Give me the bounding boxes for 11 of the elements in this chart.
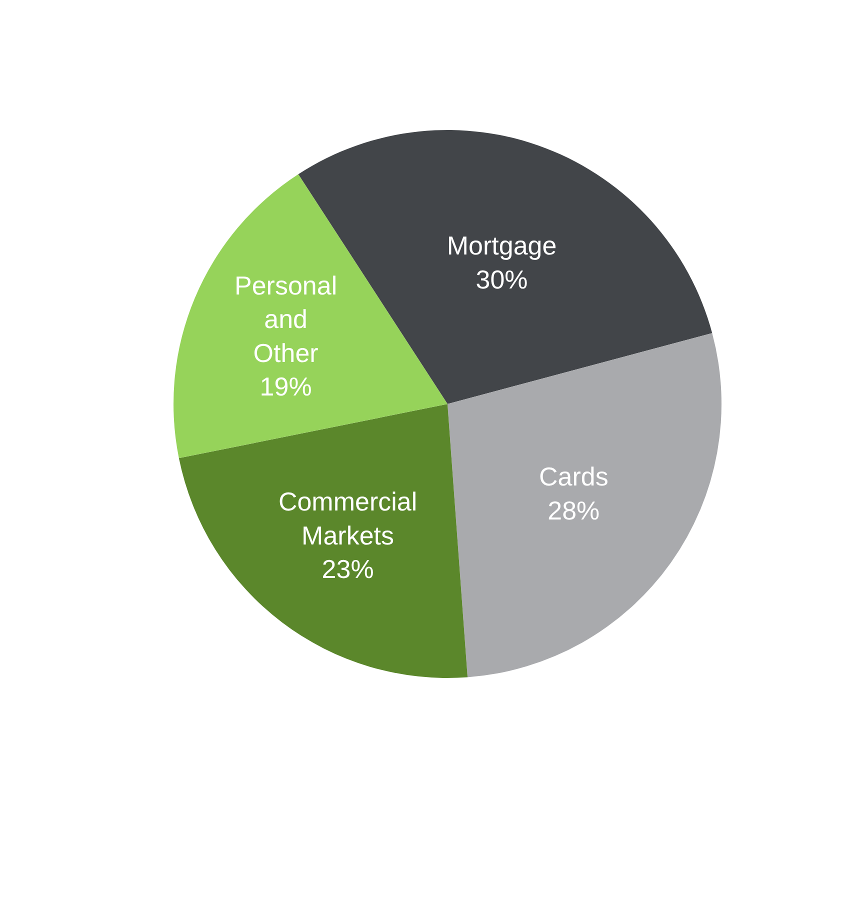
data-label: 30% [476, 264, 528, 294]
slice-label: Commercial Markets [278, 486, 418, 550]
data-label: 19% [260, 372, 312, 402]
data-label: 23% [322, 554, 374, 584]
slice-label: Mortgage [446, 230, 557, 261]
slice-label: Cards [538, 462, 608, 492]
data-label: 28% [548, 496, 600, 526]
pie-slice [448, 333, 722, 678]
slice-label: Personal and Other [234, 270, 338, 368]
pie-slice [174, 174, 448, 458]
pie-slice [178, 404, 468, 678]
